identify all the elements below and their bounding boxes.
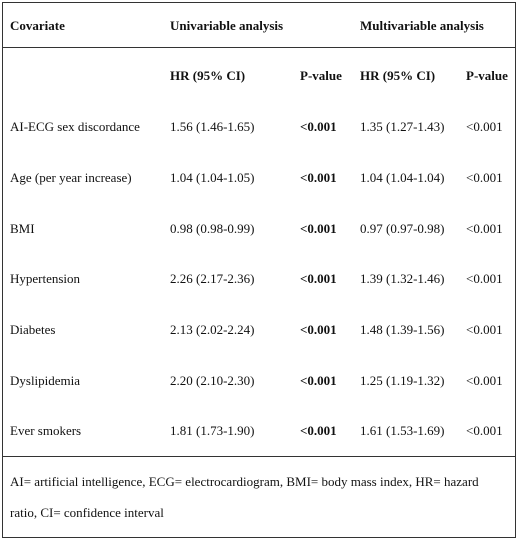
row-covariate: Age (per year increase): [10, 170, 132, 185]
row-p-multivariable: <0.001: [466, 322, 503, 337]
row-hr-univariable: 1.81 (1.73-1.90): [170, 423, 255, 438]
row-hr-univariable: 2.13 (2.02-2.24): [170, 322, 255, 337]
row-hr-multivariable: 1.35 (1.27-1.43): [360, 119, 445, 134]
subheader-hr-univariable: HR (95% CI): [170, 68, 246, 83]
row-p-univariable: <0.001: [300, 119, 337, 134]
subheader-hr-multivariable: HR (95% CI): [360, 68, 436, 83]
row-hr-univariable: 1.56 (1.46-1.65): [170, 119, 255, 134]
row-hr-univariable: 2.26 (2.17-2.36): [170, 271, 255, 286]
row-p-univariable: <0.001: [300, 271, 337, 286]
row-p-univariable: <0.001: [300, 170, 337, 185]
header-multivariable: Multivariable analysis: [360, 18, 484, 33]
row-p-multivariable: <0.001: [466, 221, 503, 236]
row-p-univariable: <0.001: [300, 322, 337, 337]
row-p-multivariable: <0.001: [466, 373, 503, 388]
row-covariate: Hypertension: [10, 271, 81, 286]
row-p-multivariable: <0.001: [466, 119, 503, 134]
row-covariate: Ever smokers: [10, 423, 82, 438]
row-p-multivariable: <0.001: [466, 271, 503, 286]
header-covariate: Covariate: [10, 18, 65, 33]
header-divider: [3, 47, 515, 48]
row-covariate: BMI: [10, 221, 35, 236]
row-hr-univariable: 1.04 (1.04-1.05): [170, 170, 255, 185]
row-hr-multivariable: 1.48 (1.39-1.56): [360, 322, 445, 337]
row-p-multivariable: <0.001: [466, 170, 503, 185]
row-hr-univariable: 2.20 (2.10-2.30): [170, 373, 255, 388]
row-hr-multivariable: 0.97 (0.97-0.98): [360, 221, 445, 236]
row-hr-multivariable: 1.61 (1.53-1.69): [360, 423, 445, 438]
row-covariate: Diabetes: [10, 322, 56, 337]
row-covariate: Dyslipidemia: [10, 373, 81, 388]
row-hr-multivariable: 1.25 (1.19-1.32): [360, 373, 445, 388]
row-covariate: AI-ECG sex discordance: [10, 119, 140, 134]
subheader-p-multivariable: P-value: [466, 68, 508, 83]
row-p-univariable: <0.001: [300, 373, 337, 388]
row-hr-univariable: 0.98 (0.98-0.99): [170, 221, 255, 236]
row-p-univariable: <0.001: [300, 221, 337, 236]
row-hr-multivariable: 1.04 (1.04-1.04): [360, 170, 445, 185]
footnote-divider: [3, 456, 515, 457]
footnote: AI= artificial intelligence, ECG= electr…: [10, 474, 479, 520]
row-p-univariable: <0.001: [300, 423, 337, 438]
header-univariable: Univariable analysis: [170, 18, 284, 33]
row-p-multivariable: <0.001: [466, 423, 503, 438]
row-hr-multivariable: 1.39 (1.32-1.46): [360, 271, 445, 286]
subheader-p-univariable: P-value: [300, 68, 342, 83]
results-table: Covariate Univariable analysis Multivari…: [2, 2, 516, 538]
